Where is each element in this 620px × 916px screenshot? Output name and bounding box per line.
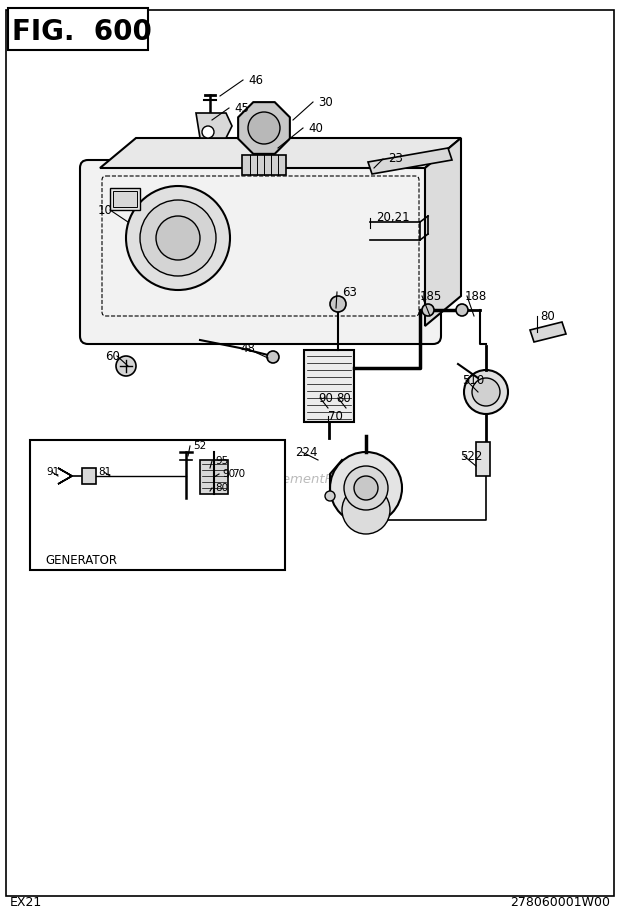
Circle shape — [422, 304, 434, 316]
Circle shape — [267, 351, 279, 363]
Polygon shape — [238, 102, 290, 154]
Bar — [8, 8, 148, 50]
Circle shape — [472, 378, 500, 406]
Text: 510: 510 — [462, 374, 484, 387]
Text: eReplacementParts.com: eReplacementParts.com — [229, 474, 391, 486]
Bar — [113, 191, 137, 207]
Circle shape — [126, 186, 230, 290]
Text: 188: 188 — [465, 289, 487, 302]
Circle shape — [342, 486, 390, 534]
Text: 30: 30 — [318, 95, 333, 108]
Polygon shape — [196, 113, 232, 138]
Text: 95: 95 — [215, 456, 228, 466]
Text: 278060001W00: 278060001W00 — [510, 896, 610, 909]
Circle shape — [248, 112, 280, 144]
Circle shape — [330, 452, 402, 524]
Polygon shape — [530, 322, 566, 342]
Text: 70: 70 — [328, 409, 343, 422]
Bar — [110, 188, 140, 210]
Text: 23: 23 — [388, 152, 403, 166]
Text: 522: 522 — [460, 450, 482, 463]
Text: 90: 90 — [318, 391, 333, 405]
Text: 45: 45 — [234, 102, 249, 114]
FancyBboxPatch shape — [80, 160, 441, 344]
Bar — [476, 442, 490, 476]
Circle shape — [156, 216, 200, 260]
Text: 70: 70 — [232, 469, 245, 479]
Bar — [82, 468, 96, 484]
Text: 90: 90 — [222, 469, 235, 479]
Text: 46: 46 — [248, 73, 263, 86]
Text: 91: 91 — [46, 467, 60, 477]
Text: 20,21: 20,21 — [376, 212, 410, 224]
Polygon shape — [425, 138, 461, 326]
Text: 80: 80 — [336, 391, 351, 405]
Text: EX21: EX21 — [10, 896, 42, 909]
Circle shape — [325, 491, 335, 501]
Text: 10: 10 — [98, 203, 113, 216]
Circle shape — [464, 370, 508, 414]
Text: FIG.  600: FIG. 600 — [12, 18, 152, 46]
Bar — [304, 350, 354, 422]
Circle shape — [140, 200, 216, 276]
Circle shape — [344, 466, 388, 510]
Text: GENERATOR: GENERATOR — [45, 553, 117, 566]
Bar — [200, 460, 228, 494]
Bar — [242, 155, 286, 175]
Polygon shape — [58, 468, 72, 484]
Text: 224: 224 — [295, 445, 317, 459]
Text: 52: 52 — [193, 441, 206, 451]
Polygon shape — [100, 138, 461, 168]
Text: 81: 81 — [98, 467, 111, 477]
Text: 63: 63 — [342, 286, 357, 299]
Circle shape — [202, 126, 214, 138]
Circle shape — [354, 476, 378, 500]
Circle shape — [330, 296, 346, 312]
Text: 185: 185 — [420, 289, 442, 302]
Text: 80: 80 — [540, 310, 555, 322]
Text: 48: 48 — [240, 342, 255, 354]
Text: 40: 40 — [308, 122, 323, 135]
Text: 60: 60 — [105, 350, 120, 363]
Circle shape — [456, 304, 468, 316]
Polygon shape — [368, 148, 452, 174]
Bar — [30, 440, 285, 570]
Text: 80: 80 — [215, 483, 228, 493]
Circle shape — [116, 356, 136, 376]
